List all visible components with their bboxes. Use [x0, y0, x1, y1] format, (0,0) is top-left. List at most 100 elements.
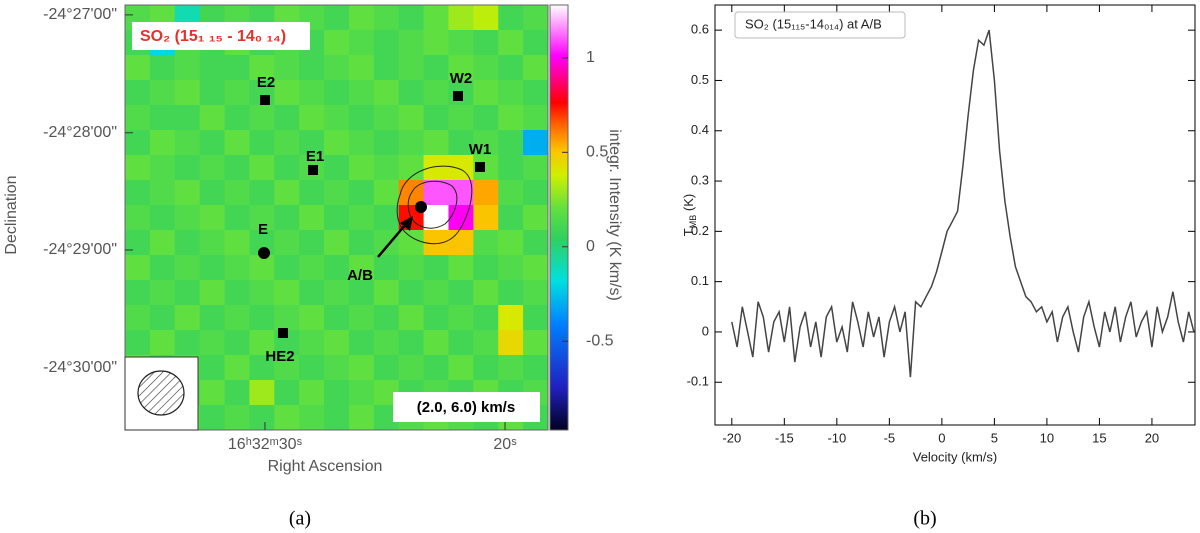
pixel — [373, 55, 400, 81]
pixel — [373, 355, 400, 381]
x-axis-label: Right Ascension — [268, 458, 383, 475]
pixel — [174, 255, 201, 281]
pixel — [523, 5, 549, 31]
legend-box — [734, 11, 906, 39]
pixel — [498, 55, 524, 81]
spectrum-line — [731, 29, 1195, 378]
pixel — [498, 280, 524, 306]
annotation-box — [393, 392, 540, 422]
pixel — [473, 230, 499, 256]
x-tick-label: 0 — [938, 430, 945, 445]
pixel — [199, 105, 226, 131]
y-axis-label: Declination — [3, 175, 20, 254]
pixel — [373, 180, 400, 206]
pixel — [373, 255, 400, 281]
pixel — [199, 380, 226, 406]
pixel — [423, 180, 449, 206]
pixel — [398, 105, 425, 131]
pixel — [125, 230, 151, 256]
pixel — [149, 130, 176, 156]
pixel — [125, 130, 151, 156]
pixel — [149, 105, 176, 131]
pixel — [348, 80, 375, 106]
pixel — [473, 305, 499, 331]
pixel — [224, 130, 250, 156]
pixel — [473, 255, 499, 281]
pixel — [125, 330, 151, 356]
pixel — [199, 405, 226, 431]
pixel — [448, 30, 474, 56]
x-tick-label: 20 — [1145, 430, 1159, 445]
pixel — [523, 80, 549, 106]
pixel — [324, 255, 350, 281]
pixel — [125, 55, 151, 81]
x-tick-label: -5 — [884, 430, 896, 445]
pixel — [199, 130, 226, 156]
y-tick-label: -24°29'00" — [43, 241, 117, 258]
y-axis-label-main: T — [681, 228, 696, 236]
pixel — [249, 205, 275, 231]
pixel — [523, 130, 549, 156]
pixel — [274, 80, 300, 106]
y-tick-label: 0 — [702, 323, 709, 338]
x-tick-label: 16ʰ32ᵐ30ˢ — [228, 436, 303, 453]
pixel — [498, 180, 524, 206]
pixel — [174, 180, 201, 206]
pixel — [249, 355, 275, 381]
pixel — [373, 5, 400, 31]
pixel — [299, 105, 325, 131]
pixel — [199, 305, 226, 331]
source-label: E — [258, 221, 268, 238]
pixel — [249, 130, 275, 156]
pixel — [523, 55, 549, 81]
pixel — [274, 355, 300, 381]
pixel — [373, 330, 400, 356]
pixel — [423, 330, 449, 356]
pixel — [473, 180, 499, 206]
pixel — [498, 5, 524, 31]
pixel — [373, 130, 400, 156]
pixel — [423, 130, 449, 156]
colorbar-tick-label: 0.5 — [586, 144, 608, 161]
pixel — [348, 255, 375, 281]
pixel — [299, 80, 325, 106]
colorbar-tick-label: 1 — [586, 49, 595, 66]
pixel — [523, 205, 549, 231]
pixel — [149, 180, 176, 206]
pixel — [448, 180, 474, 206]
pixel — [448, 130, 474, 156]
pixel — [324, 380, 350, 406]
pixel — [274, 305, 300, 331]
pixel — [348, 5, 375, 31]
pixel — [125, 105, 151, 131]
caption: (b) — [913, 508, 936, 530]
y-axis-label-unit: (K) — [681, 194, 696, 215]
pixel — [224, 305, 250, 331]
pixel — [274, 230, 300, 256]
pixel — [348, 155, 375, 181]
pixel — [224, 155, 250, 181]
pixel — [324, 405, 350, 431]
pixel — [125, 180, 151, 206]
pixel — [199, 205, 226, 231]
pixel — [324, 80, 350, 106]
pixel — [473, 30, 499, 56]
pixel — [199, 255, 226, 281]
colorbar-label: integr. Intensity (K km/s) — [606, 129, 623, 301]
pixel — [174, 55, 201, 81]
pixel — [473, 80, 499, 106]
pixel — [174, 130, 201, 156]
frame — [124, 4, 549, 431]
pixel — [348, 180, 375, 206]
pixel — [498, 355, 524, 381]
pixel — [149, 55, 176, 81]
pixel — [299, 305, 325, 331]
colorbar — [549, 4, 569, 431]
arrow-head — [400, 216, 413, 231]
pixel — [523, 305, 549, 331]
pixel — [125, 155, 151, 181]
title-box — [132, 22, 310, 50]
pixel — [299, 380, 325, 406]
x-tick-label: -10 — [827, 430, 846, 445]
pixel — [199, 80, 226, 106]
